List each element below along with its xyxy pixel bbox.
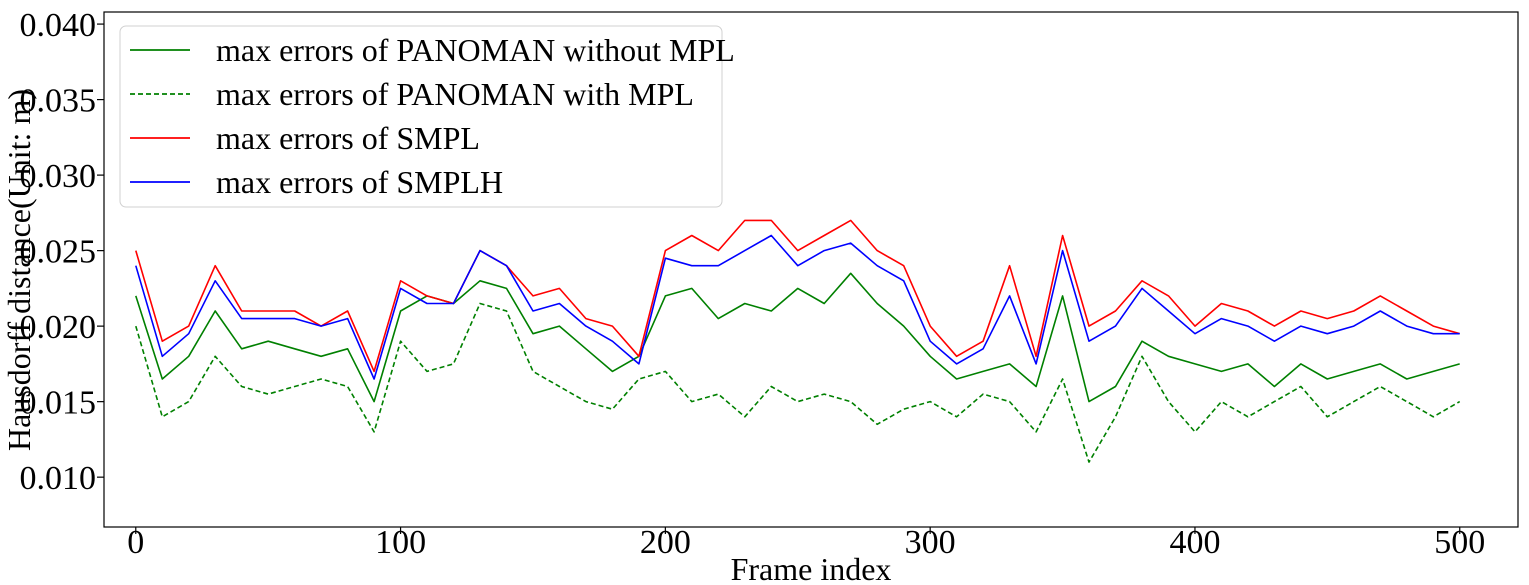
series-layer	[135, 219, 1461, 463]
x-tick-label: 500	[1434, 524, 1485, 561]
legend-label-1: max errors of PANOMAN without MPL	[216, 32, 735, 68]
series-line-1	[135, 272, 1460, 403]
series-line-3	[135, 219, 1460, 373]
x-axis-label: Frame index	[731, 551, 892, 585]
x-tick-label: 200	[640, 524, 691, 561]
y-axis: 0.010 0.015 0.020 0.025 0.030 0.035 0.040	[20, 7, 104, 497]
x-tick-label: 300	[905, 524, 956, 561]
x-axis: 0 100 200 300 400 500	[127, 524, 1485, 561]
legend-label-2: max errors of PANOMAN with MPL	[216, 76, 694, 112]
legend-label-3: max errors of SMPL	[216, 120, 480, 156]
series-line-2	[135, 302, 1461, 463]
y-tick-label: 0.035	[20, 83, 97, 120]
legend: max errors of PANOMAN without MPL max err…	[119, 25, 735, 208]
x-tick-label: 100	[375, 524, 426, 561]
x-tick-label: 0	[127, 524, 144, 561]
legend-box	[119, 25, 723, 208]
y-tick-label: 0.020	[20, 309, 97, 346]
x-tick-label: 400	[1169, 524, 1220, 561]
y-tick-label: 0.025	[20, 234, 97, 271]
y-tick-label: 0.030	[20, 158, 97, 195]
y-tick-label: 0.040	[20, 7, 97, 44]
y-axis-label: Hausdorff distance(Unit: m)	[1, 89, 37, 451]
y-tick-label: 0.015	[20, 385, 97, 422]
series-line-4	[135, 234, 1460, 380]
legend-label-4: max errors of SMPLH	[216, 164, 503, 200]
y-tick-label: 0.010	[20, 460, 97, 497]
